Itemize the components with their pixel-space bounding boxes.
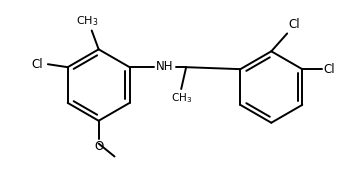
Text: CH$_3$: CH$_3$ <box>76 15 99 28</box>
Text: Cl: Cl <box>288 19 300 32</box>
Text: NH: NH <box>155 60 173 73</box>
Text: CH$_3$: CH$_3$ <box>171 91 192 105</box>
Text: Cl: Cl <box>31 58 43 71</box>
Text: O: O <box>94 140 103 153</box>
Text: Cl: Cl <box>323 63 335 76</box>
